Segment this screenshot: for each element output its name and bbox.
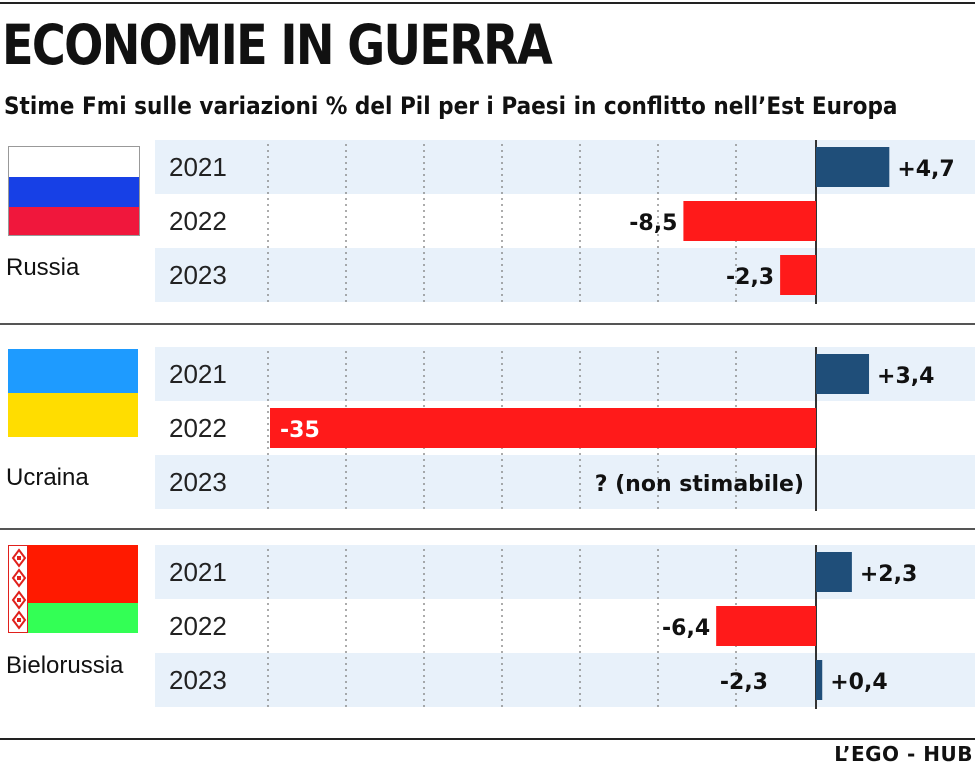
bar (716, 606, 816, 646)
row-band (155, 653, 975, 707)
group-separator (0, 323, 975, 325)
bar (816, 354, 870, 394)
group-separator (0, 528, 975, 530)
value-label: -6,4 (662, 616, 710, 641)
row-band (155, 545, 975, 599)
row-band (155, 248, 975, 302)
chart-title: ECONOMIE IN GUERRA (2, 13, 553, 77)
bottom-rule (0, 738, 975, 740)
value-label: ? (non stimabile) (595, 472, 804, 497)
year-label: 2023 (169, 260, 227, 290)
country-label-russia: Russia (6, 254, 80, 281)
bar (683, 201, 816, 241)
value-label: +2,3 (860, 562, 917, 587)
bar (816, 552, 852, 592)
top-rule (0, 2, 975, 4)
year-label: 2021 (169, 359, 227, 389)
bar (270, 408, 816, 448)
row-band (155, 455, 975, 509)
bar (816, 147, 890, 187)
belarus-flag-icon (8, 545, 138, 633)
year-label: 2022 (169, 611, 227, 641)
chart-subtitle: Stime Fmi sulle variazioni % del Pil per… (4, 92, 898, 120)
year-label: 2021 (169, 152, 227, 182)
country-label-ukraine: Ucraina (6, 464, 89, 491)
source-credit: L’EGO - HUB (834, 742, 973, 766)
russia-flag-icon (8, 146, 140, 236)
value-label: -35 (280, 418, 320, 443)
year-label: 2022 (169, 413, 227, 443)
country-label-belarus: Bielorussia (6, 652, 124, 679)
value-label: +4,7 (897, 157, 954, 182)
year-label: 2022 (169, 206, 227, 236)
value-label: -2,3 (726, 265, 774, 290)
bar (780, 255, 816, 295)
ukraine-flag-icon (8, 349, 138, 437)
value-label: -8,5 (629, 211, 677, 236)
value-label: +3,4 (877, 364, 934, 389)
value-label: +0,4 (830, 670, 887, 695)
extra-value-label: -2,3 (720, 670, 768, 695)
year-label: 2021 (169, 557, 227, 587)
bar (816, 660, 823, 700)
year-label: 2023 (169, 665, 227, 695)
year-label: 2023 (169, 467, 227, 497)
